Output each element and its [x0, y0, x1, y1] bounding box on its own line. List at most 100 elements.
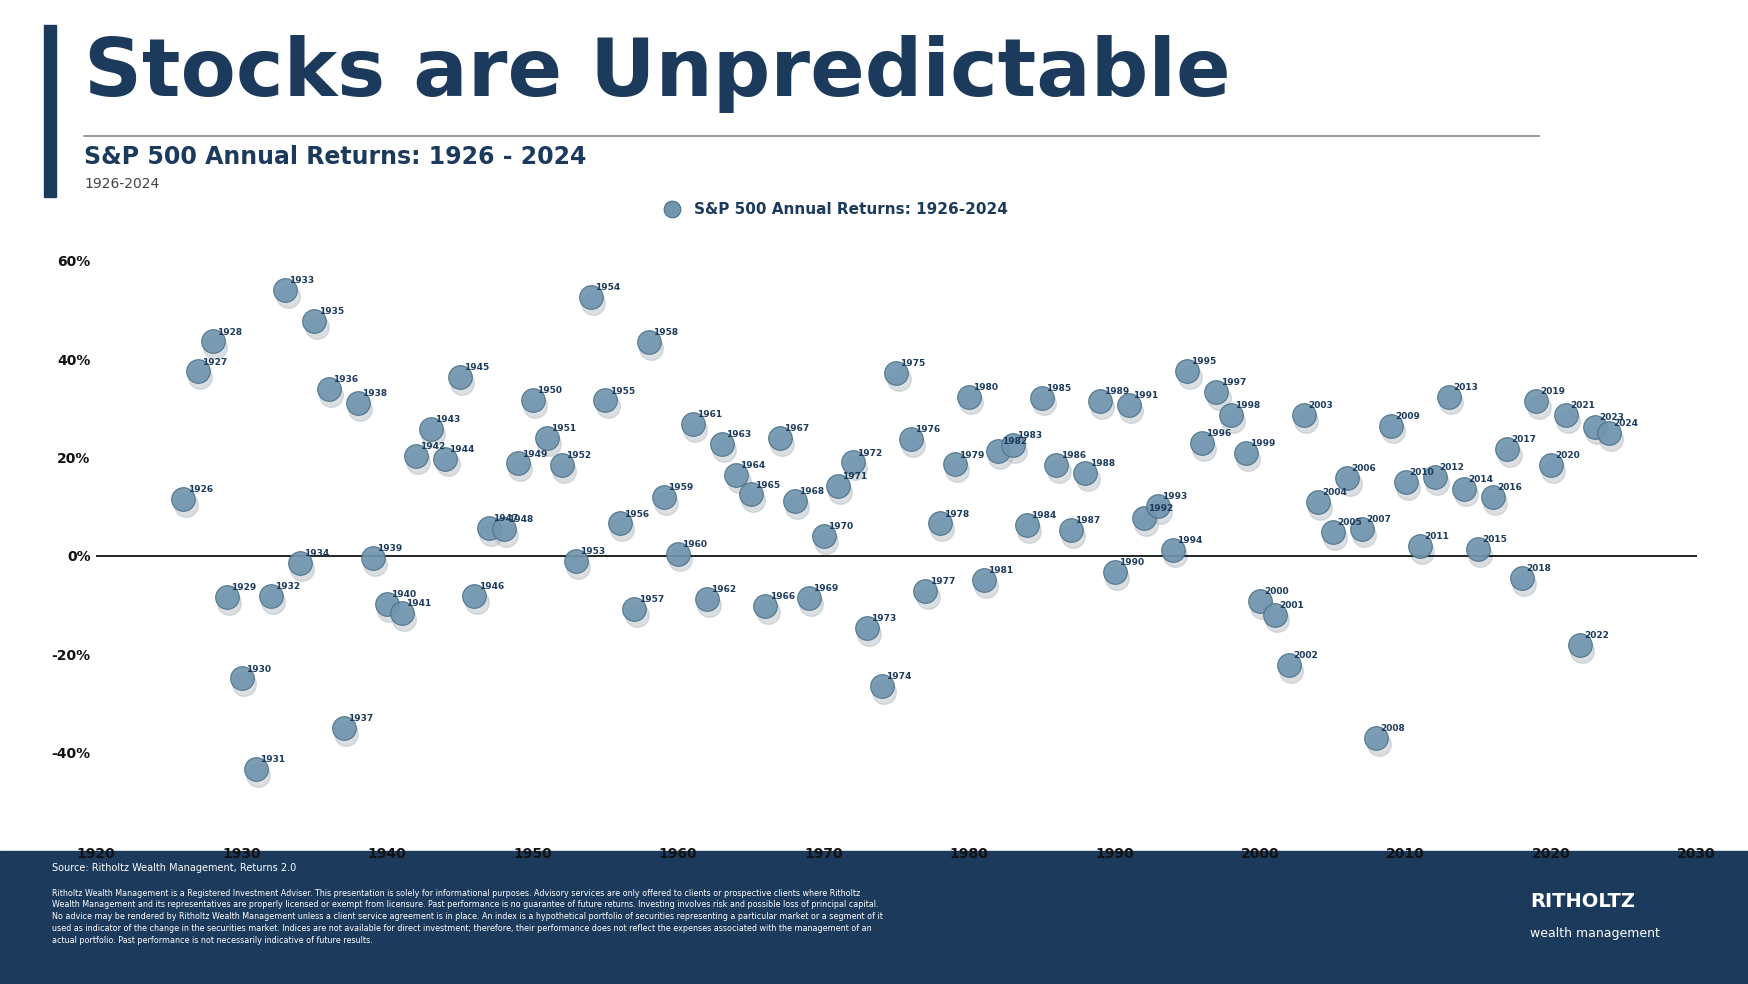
Text: 1939: 1939 [376, 544, 402, 553]
Text: 1935: 1935 [318, 307, 344, 316]
Text: 1952: 1952 [566, 452, 591, 461]
Text: 1963: 1963 [725, 430, 750, 439]
Text: 1937: 1937 [348, 714, 372, 723]
Text: 1931: 1931 [260, 755, 285, 764]
Text: 1947: 1947 [493, 514, 517, 523]
Text: 1994: 1994 [1176, 535, 1201, 544]
Text: 1929: 1929 [231, 584, 257, 592]
Text: 1971: 1971 [843, 471, 867, 480]
Text: 2005: 2005 [1335, 518, 1362, 526]
Text: Source: Ritholtz Wealth Management, Returns 2.0: Source: Ritholtz Wealth Management, Retu… [52, 863, 297, 873]
Text: 2015: 2015 [1482, 535, 1507, 544]
Text: 1964: 1964 [739, 461, 766, 469]
Text: 1978: 1978 [944, 510, 968, 519]
Text: 1980: 1980 [972, 383, 998, 392]
Text: 1944: 1944 [449, 445, 475, 454]
Text: 1943: 1943 [435, 414, 460, 423]
Text: 1990: 1990 [1119, 558, 1143, 567]
Text: 1926: 1926 [187, 485, 213, 494]
Text: 2019: 2019 [1540, 387, 1564, 396]
Text: 2008: 2008 [1379, 724, 1405, 733]
Text: 1969: 1969 [813, 584, 837, 592]
Text: 1958: 1958 [652, 329, 678, 338]
Text: 1960: 1960 [682, 539, 706, 548]
Text: 1941: 1941 [406, 599, 432, 608]
Text: 2000: 2000 [1264, 586, 1288, 595]
Text: 1926-2024: 1926-2024 [84, 177, 159, 191]
Text: 1962: 1962 [711, 584, 736, 593]
Text: 1953: 1953 [580, 547, 605, 556]
Text: 1983: 1983 [1016, 431, 1042, 440]
Text: 2013: 2013 [1453, 383, 1477, 392]
Text: 1933: 1933 [290, 277, 315, 285]
Text: 1988: 1988 [1089, 460, 1113, 468]
Text: 1989: 1989 [1103, 387, 1129, 396]
Text: 1976: 1976 [914, 425, 940, 434]
Text: 1970: 1970 [827, 523, 853, 531]
Text: 1995: 1995 [1190, 357, 1217, 366]
Text: 2007: 2007 [1365, 515, 1390, 523]
Text: 1948: 1948 [507, 515, 533, 523]
Text: 1982: 1982 [1002, 437, 1026, 446]
Text: 1972: 1972 [857, 449, 881, 458]
Text: 1957: 1957 [638, 595, 664, 604]
Text: RITHOLTZ: RITHOLTZ [1530, 892, 1634, 911]
Text: 1936: 1936 [332, 375, 358, 384]
Text: 1942: 1942 [420, 442, 446, 451]
Text: 2001: 2001 [1278, 600, 1302, 609]
Text: 1954: 1954 [594, 283, 621, 292]
Text: 1934: 1934 [304, 549, 329, 558]
Text: 1949: 1949 [523, 450, 547, 459]
Text: 2004: 2004 [1321, 488, 1346, 497]
Text: 1979: 1979 [958, 451, 984, 460]
Text: 1993: 1993 [1162, 492, 1187, 501]
Text: 2014: 2014 [1467, 474, 1493, 483]
Text: 1975: 1975 [900, 359, 925, 368]
Text: 1987: 1987 [1075, 517, 1099, 525]
Text: 1945: 1945 [463, 363, 489, 372]
Text: 1967: 1967 [783, 424, 809, 433]
Text: 1940: 1940 [392, 590, 416, 599]
Text: 1932: 1932 [274, 583, 301, 591]
Text: 1966: 1966 [769, 591, 794, 600]
Text: 1956: 1956 [624, 510, 649, 519]
Text: 1928: 1928 [217, 328, 241, 337]
Text: 1998: 1998 [1234, 401, 1260, 410]
Text: 2016: 2016 [1496, 483, 1521, 492]
Text: 1996: 1996 [1206, 429, 1231, 438]
Text: 1999: 1999 [1250, 439, 1274, 448]
Text: 1927: 1927 [203, 357, 227, 366]
Text: 1974: 1974 [886, 672, 911, 681]
Text: 2009: 2009 [1395, 411, 1419, 420]
Text: 2002: 2002 [1292, 650, 1318, 659]
Text: 2021: 2021 [1570, 400, 1594, 409]
Text: Stocks are Unpredictable: Stocks are Unpredictable [84, 34, 1231, 113]
Text: 1930: 1930 [246, 664, 271, 673]
Text: wealth management: wealth management [1530, 927, 1659, 940]
Text: 1981: 1981 [988, 566, 1012, 575]
Text: 2018: 2018 [1526, 564, 1550, 573]
Text: 1938: 1938 [362, 389, 386, 398]
Text: 2017: 2017 [1510, 435, 1536, 444]
Text: 1992: 1992 [1147, 504, 1173, 513]
Text: 2020: 2020 [1554, 452, 1578, 461]
Text: 2006: 2006 [1351, 464, 1376, 473]
Text: 1955: 1955 [610, 387, 635, 396]
Legend: S&P 500 Annual Returns: 1926-2024: S&P 500 Annual Returns: 1926-2024 [650, 196, 1014, 223]
Text: 2022: 2022 [1584, 631, 1608, 640]
Text: 1973: 1973 [871, 614, 897, 623]
Text: 1991: 1991 [1133, 392, 1157, 400]
Text: 2023: 2023 [1598, 412, 1622, 421]
Text: S&P 500 Annual Returns: 1926 - 2024: S&P 500 Annual Returns: 1926 - 2024 [84, 146, 586, 169]
Text: 1961: 1961 [696, 409, 722, 418]
Text: 2024: 2024 [1612, 419, 1638, 428]
Text: 2003: 2003 [1308, 400, 1332, 409]
Text: 1959: 1959 [668, 483, 692, 492]
Text: 1965: 1965 [755, 480, 780, 489]
Text: 1985: 1985 [1045, 384, 1070, 393]
Text: 2011: 2011 [1423, 531, 1449, 540]
Text: 1997: 1997 [1220, 378, 1245, 387]
Text: 1946: 1946 [479, 582, 503, 590]
Text: 1950: 1950 [537, 386, 561, 395]
Text: 1968: 1968 [799, 487, 823, 496]
